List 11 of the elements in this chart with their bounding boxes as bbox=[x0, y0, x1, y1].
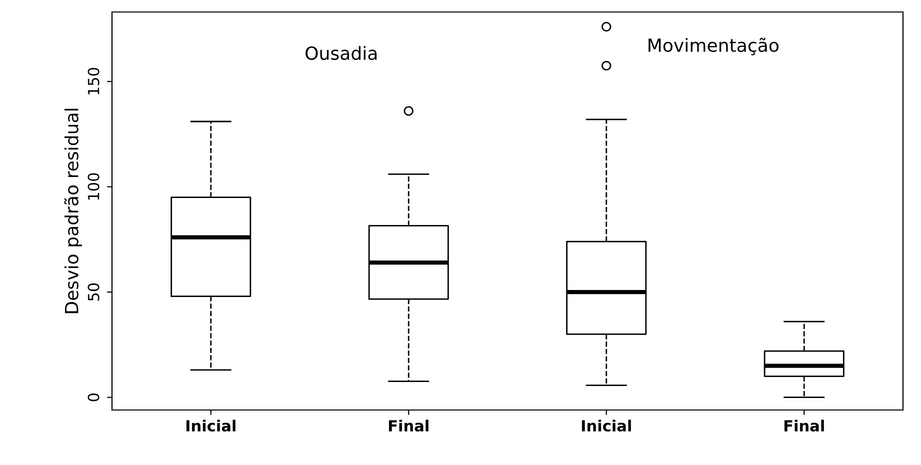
x-tick-label: Inicial bbox=[582, 420, 631, 432]
annotation: Movimentação bbox=[648, 38, 778, 56]
y-tick-label: 150 bbox=[88, 68, 100, 94]
y-axis-title: Desvio padrão residual bbox=[64, 108, 82, 314]
x-tick-label: Final bbox=[784, 420, 824, 432]
y-tick-label: 100 bbox=[88, 173, 100, 200]
x-tick-label: Final bbox=[388, 420, 428, 432]
y-tick-label: 0 bbox=[88, 394, 100, 402]
x-tick-label: Inicial bbox=[186, 420, 236, 432]
annotation: Ousadia bbox=[306, 46, 377, 60]
y-tick-label: 50 bbox=[88, 283, 100, 301]
